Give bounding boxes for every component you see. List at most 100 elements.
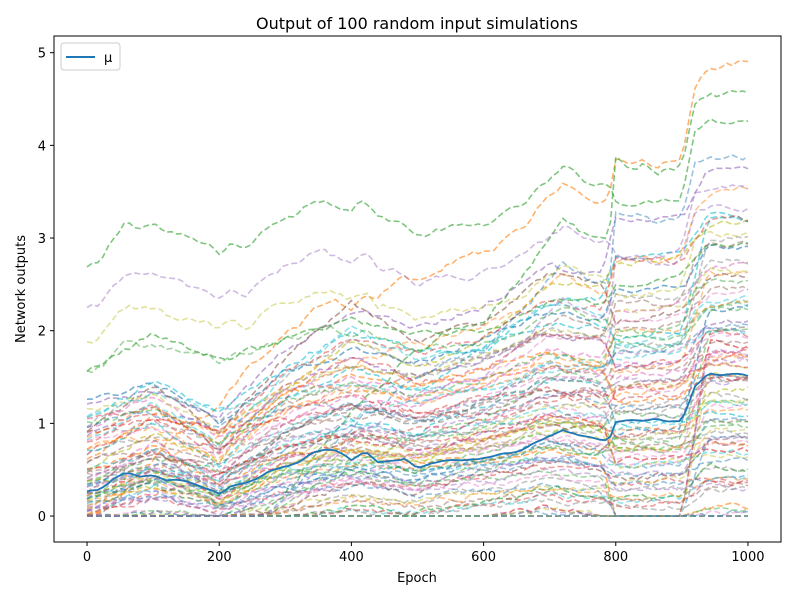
simulation-line-57 (86, 299, 749, 445)
simulation-line-47 (86, 469, 749, 517)
simulation-line-62 (86, 401, 749, 508)
simulation-line-79 (86, 356, 749, 495)
simulation-line-30 (86, 415, 749, 485)
y-tick-label: 3 (38, 232, 46, 247)
y-tick-label: 5 (38, 47, 46, 62)
simulation-line-25 (86, 375, 749, 429)
simulation-line-58 (86, 362, 748, 434)
simulation-line-31 (86, 288, 749, 480)
simulation-line-44 (87, 474, 749, 517)
simulation-line-56 (86, 407, 749, 506)
simulation-line-90 (87, 482, 749, 517)
simulation-line-40 (86, 434, 749, 476)
simulation-line-34 (86, 328, 749, 418)
simulation-line-48 (86, 376, 749, 475)
simulation-line-99 (87, 204, 749, 517)
y-axis: 0 1 2 3 4 5 (38, 47, 54, 525)
simulation-line-12 (86, 318, 749, 452)
simulation-line-82 (86, 391, 749, 456)
simulation-line-83 (87, 372, 749, 517)
mean-series-line (86, 372, 749, 495)
simulation-line-92 (87, 485, 749, 517)
simulation-line-54 (86, 301, 749, 447)
simulation-line-29 (86, 326, 749, 488)
simulation-line-66 (87, 476, 749, 517)
simulation-line-61 (86, 437, 749, 494)
simulation-line-32 (86, 377, 749, 500)
simulation-line-49 (86, 184, 749, 309)
simulation-line-16 (87, 346, 749, 438)
simulation-line-73 (86, 230, 749, 344)
simulation-line-97 (86, 278, 749, 374)
x-tick-label: 200 (207, 550, 232, 565)
legend: μ (60, 42, 121, 71)
simulation-line-50 (86, 240, 749, 516)
simulation-line-100 (86, 339, 749, 466)
x-tick-label: 400 (339, 550, 364, 565)
simulation-line-93 (86, 421, 749, 505)
simulation-line-6 (86, 272, 748, 435)
simulation-line-75 (87, 154, 749, 517)
simulation-line-36 (86, 355, 749, 462)
simulation-line-28 (86, 214, 749, 432)
simulation-line-42 (87, 465, 749, 517)
series-layer (86, 60, 749, 517)
simulation-line-52 (86, 258, 749, 449)
simulation-line-26 (86, 186, 749, 516)
simulation-line-64 (87, 449, 749, 490)
x-axis: 0 200 400 600 800 1000 (83, 542, 765, 565)
simulation-line-85 (86, 456, 749, 500)
simulation-line-1 (86, 117, 749, 268)
simulation-line-76 (86, 299, 749, 459)
simulation-line-87 (86, 423, 749, 507)
simulation-line-91 (86, 352, 749, 517)
simulation-line-69 (86, 467, 749, 512)
simulation-line-10 (86, 241, 749, 373)
simulation-line-43 (86, 427, 749, 517)
simulation-line-23 (86, 444, 749, 517)
simulation-line-65 (86, 417, 749, 513)
simulation-line-59 (87, 348, 749, 517)
x-tick-label: 0 (83, 550, 91, 565)
simulation-line-71 (86, 474, 749, 517)
simulation-line-45 (86, 458, 749, 507)
x-tick-label: 1000 (731, 550, 764, 565)
simulation-line-81 (86, 331, 749, 456)
simulation-line-17 (86, 386, 749, 510)
simulation-line-60 (86, 375, 749, 473)
simulation-line-19 (86, 303, 749, 517)
simulation-line-8 (86, 261, 749, 488)
simulation-line-98 (86, 348, 749, 517)
simulation-line-37 (86, 418, 748, 482)
simulation-line-53 (86, 362, 749, 492)
x-axis-title: Epoch (397, 571, 437, 586)
simulation-line-9 (86, 244, 749, 426)
y-tick-label: 1 (38, 417, 46, 432)
simulation-line-38 (86, 464, 749, 514)
simulation-line-68 (87, 479, 749, 517)
simulation-line-14 (86, 377, 749, 503)
x-tick-label: 800 (603, 550, 628, 565)
simulation-line-96 (86, 270, 749, 439)
y-axis-title: Network outputs (14, 235, 29, 343)
y-tick-label: 4 (38, 139, 46, 154)
simulation-line-63 (86, 398, 749, 502)
simulation-line-78 (86, 330, 749, 456)
simulation-line-74 (86, 294, 749, 517)
y-tick-label: 0 (38, 510, 46, 525)
simulation-line-15 (86, 326, 749, 494)
chart-title: Output of 100 random input simulations (256, 14, 578, 33)
simulation-line-13 (86, 351, 749, 460)
simulation-line-7 (86, 219, 749, 470)
simulation-line-86 (86, 416, 749, 509)
simulation-line-27 (87, 306, 749, 517)
simulation-line-95 (86, 482, 749, 517)
simulation-line-84 (86, 400, 749, 482)
simulation-line-67 (86, 328, 749, 517)
simulation-line-24 (86, 215, 749, 418)
y-tick-label: 2 (38, 325, 46, 340)
simulation-line-80 (86, 285, 749, 494)
